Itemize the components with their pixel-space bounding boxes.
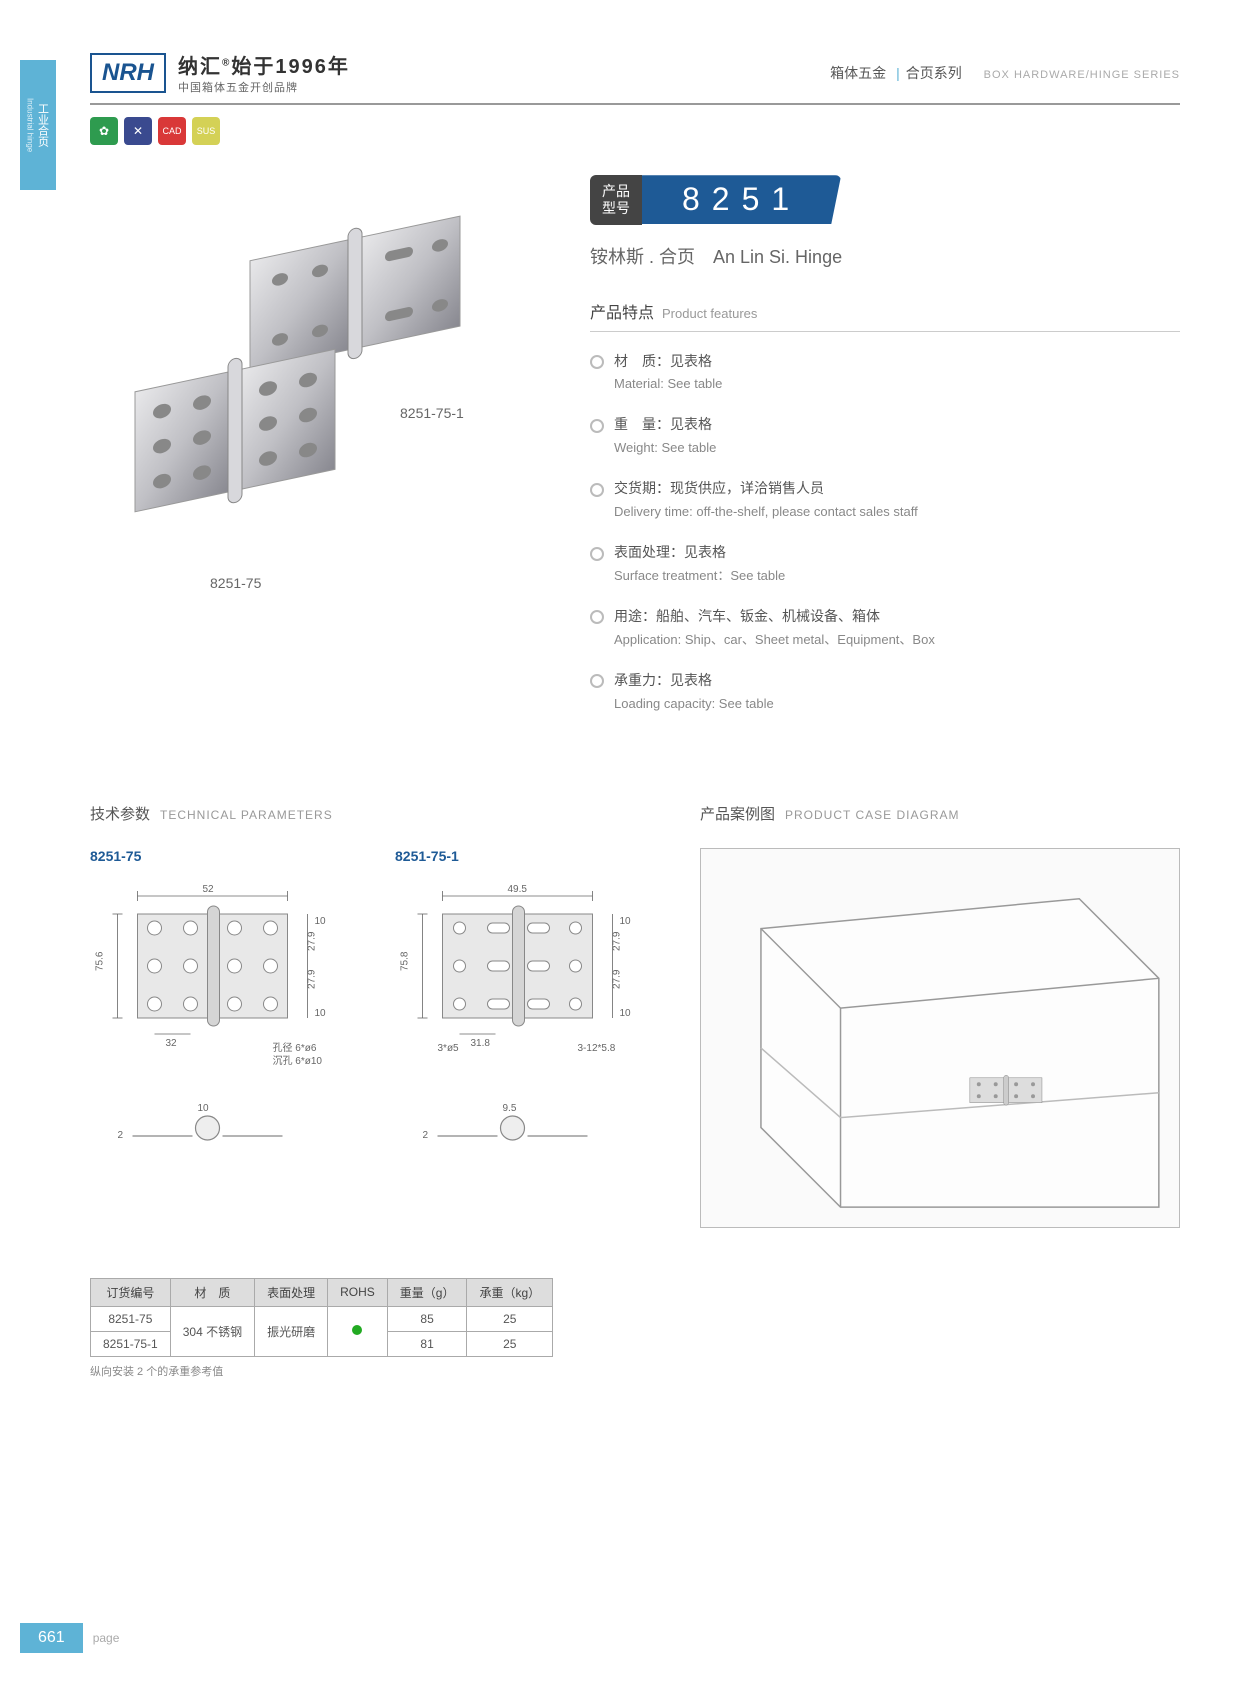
model-number: 8251 bbox=[642, 175, 841, 224]
header: NRH 纳汇®始于1996年 中国箱体五金开创品牌 箱体五金|合页系列 BOX … bbox=[90, 50, 1180, 105]
diagram-label: 8251-75 bbox=[90, 848, 345, 864]
badge: ✕ bbox=[124, 117, 152, 145]
svg-text:32: 32 bbox=[166, 1038, 178, 1049]
page-label: page bbox=[93, 1631, 120, 1645]
table-note: 纵向安装 2 个的承重参考值 bbox=[90, 1363, 1180, 1379]
logo-brand: NRH bbox=[90, 53, 166, 93]
header-category: 箱体五金|合页系列 BOX HARDWARE/HINGE SERIES bbox=[830, 63, 1180, 83]
side-tab-cn: 工业合页 bbox=[35, 103, 51, 147]
svg-text:27.9: 27.9 bbox=[612, 931, 623, 951]
table-cell: 8251-75-1 bbox=[91, 1331, 171, 1356]
table-header: 材 质 bbox=[170, 1278, 254, 1306]
hinge-image-2 bbox=[120, 335, 350, 535]
case-title: 产品案例图PRODUCT CASE DIAGRAM bbox=[700, 803, 1180, 830]
table-cell: 81 bbox=[387, 1331, 467, 1356]
table-cell: 振光研磨 bbox=[255, 1306, 328, 1356]
spec-table: 订货编号材 质表面处理ROHS重量（g）承重（kg）8251-75304 不锈钢… bbox=[90, 1278, 553, 1357]
product-name: 铵林斯 . 合页 An Lin Si. Hinge bbox=[590, 243, 1180, 269]
svg-text:49.5: 49.5 bbox=[508, 884, 528, 895]
svg-text:3-12*5.8: 3-12*5.8 bbox=[578, 1043, 616, 1054]
svg-text:52: 52 bbox=[203, 884, 215, 895]
feature-list: 材 质：见表格Material: See table 重 量：见表格Weight:… bbox=[590, 350, 1180, 715]
svg-text:10: 10 bbox=[620, 1008, 632, 1019]
page-footer: 661 page bbox=[20, 1623, 119, 1653]
svg-text:10: 10 bbox=[620, 916, 632, 927]
badge: SUS bbox=[192, 117, 220, 145]
svg-text:9.5: 9.5 bbox=[503, 1103, 517, 1114]
tech-diagram: 8251-75 52 75.6 10 27.9 27.9 10 32 孔径 6*ø6沉孔 6*ø… bbox=[90, 848, 345, 1196]
svg-text:2: 2 bbox=[118, 1130, 124, 1141]
product-images: 8251-75-1 8251-75 bbox=[90, 175, 530, 615]
table-cell: 304 不锈钢 bbox=[170, 1306, 254, 1356]
tech-diagram: 8251-75-1 49.5 75.8 10 27.9 27.9 10 31.8 3*ø5 3-1… bbox=[395, 848, 650, 1196]
feature-item: 交货期：现货供应，详洽销售人员Delivery time: off-the-sh… bbox=[590, 477, 1180, 523]
table-cell: 85 bbox=[387, 1306, 467, 1331]
svg-text:27.9: 27.9 bbox=[307, 969, 318, 989]
logo-block: NRH 纳汇®始于1996年 中国箱体五金开创品牌 bbox=[90, 50, 350, 95]
table-cell: 8251-75 bbox=[91, 1306, 171, 1331]
case-diagram bbox=[700, 848, 1180, 1228]
svg-text:31.8: 31.8 bbox=[471, 1038, 491, 1049]
feature-item: 用途：船舶、汽车、钣金、机械设备、箱体Application: Ship、car… bbox=[590, 605, 1180, 651]
table-header: ROHS bbox=[328, 1278, 388, 1306]
svg-text:27.9: 27.9 bbox=[307, 931, 318, 951]
badge: ✿ bbox=[90, 117, 118, 145]
badge: CAD bbox=[158, 117, 186, 145]
product-info: 产品 型号 8251 铵林斯 . 合页 An Lin Si. Hinge 产品特… bbox=[590, 175, 1180, 733]
page-number: 661 bbox=[20, 1623, 83, 1653]
feature-item: 表面处理：见表格Surface treatment：See table bbox=[590, 541, 1180, 587]
side-tab-en: Industrial hinge bbox=[26, 98, 35, 152]
svg-text:27.9: 27.9 bbox=[612, 969, 623, 989]
logo-cn: 纳汇®始于1996年 bbox=[178, 50, 350, 79]
image-label-2: 8251-75 bbox=[210, 575, 261, 591]
svg-text:沉孔 6*ø10: 沉孔 6*ø10 bbox=[273, 1054, 323, 1067]
svg-text:2: 2 bbox=[423, 1130, 429, 1141]
table-header: 承重（kg） bbox=[467, 1278, 553, 1306]
svg-text:3*ø5: 3*ø5 bbox=[438, 1043, 460, 1054]
diagram-label: 8251-75-1 bbox=[395, 848, 650, 864]
svg-text:10: 10 bbox=[198, 1103, 210, 1114]
model-row: 产品 型号 8251 bbox=[590, 175, 1180, 225]
image-label-1: 8251-75-1 bbox=[400, 405, 464, 421]
feature-item: 重 量：见表格Weight: See table bbox=[590, 413, 1180, 459]
tech-title: 技术参数TECHNICAL PARAMETERS bbox=[90, 803, 650, 830]
svg-text:10: 10 bbox=[315, 1008, 327, 1019]
svg-text:75.6: 75.6 bbox=[95, 951, 106, 971]
table-row: 8251-75304 不锈钢振光研磨8525 bbox=[91, 1306, 553, 1331]
svg-text:75.8: 75.8 bbox=[400, 951, 411, 971]
svg-text:10: 10 bbox=[315, 916, 327, 927]
model-label: 产品 型号 bbox=[590, 175, 642, 225]
badges-row: ✿✕CADSUS bbox=[90, 117, 1180, 145]
table-header: 重量（g） bbox=[387, 1278, 467, 1306]
feature-item: 承重力：见表格Loading capacity: See table bbox=[590, 669, 1180, 715]
feature-item: 材 质：见表格Material: See table bbox=[590, 350, 1180, 396]
table-header: 订货编号 bbox=[91, 1278, 171, 1306]
features-title: 产品特点Product features bbox=[590, 299, 1180, 332]
table-cell bbox=[328, 1306, 388, 1356]
logo-sub: 中国箱体五金开创品牌 bbox=[178, 79, 350, 95]
svg-text:孔径 6*ø6: 孔径 6*ø6 bbox=[273, 1041, 317, 1054]
side-tab: 工业合页 Industrial hinge bbox=[20, 60, 56, 190]
table-cell: 25 bbox=[467, 1306, 553, 1331]
table-cell: 25 bbox=[467, 1331, 553, 1356]
table-header: 表面处理 bbox=[255, 1278, 328, 1306]
rohs-indicator bbox=[352, 1325, 362, 1335]
